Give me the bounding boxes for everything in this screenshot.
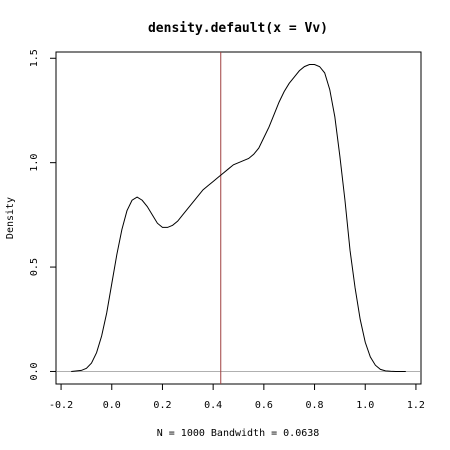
y-axis: 0.0 0.5 1.0 1.5 [29,49,56,381]
plot-frame [55,51,422,385]
x-tick-label: 1.0 [356,400,374,411]
y-tick-label: 0.5 [29,258,40,276]
y-tick-label: 1.0 [29,154,40,172]
chart-title: density.default(x = Vv) [148,21,328,36]
x-axis: -0.2 0.0 0.2 0.4 0.6 0.8 1.0 1.2 [49,384,425,411]
x-tick-label: 0.4 [204,400,222,411]
x-tick-label: 0.0 [103,400,121,411]
density-curve [71,64,406,372]
x-tick-label: -0.2 [49,400,73,411]
y-axis-label: Density [5,197,16,239]
x-axis-label: N = 1000 Bandwidth = 0.0638 [157,428,320,439]
x-tick-label: 1.2 [407,400,425,411]
y-tick-label: 0.0 [29,362,40,380]
x-tick-label: 0.2 [153,400,171,411]
y-tick-label: 1.5 [29,49,40,67]
x-tick-label: 0.6 [255,400,273,411]
x-tick-label: 0.8 [306,400,324,411]
